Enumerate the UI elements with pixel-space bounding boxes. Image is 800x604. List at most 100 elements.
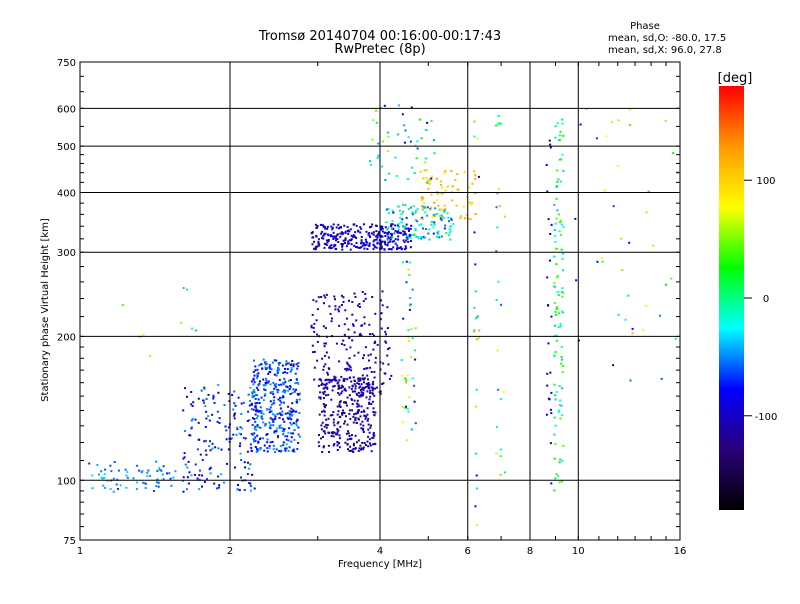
data-point: [674, 337, 677, 340]
data-point: [370, 371, 373, 373]
data-point: [441, 186, 444, 189]
data-point: [280, 445, 282, 448]
data-point: [357, 450, 360, 452]
data-point: [360, 405, 363, 408]
data-point: [352, 442, 355, 445]
data-point: [343, 333, 346, 336]
data-point: [362, 357, 364, 360]
data-point: [391, 209, 394, 212]
data-point: [283, 389, 286, 392]
data-point: [367, 428, 370, 431]
data-point: [446, 212, 449, 215]
data-point: [361, 244, 364, 247]
data-point: [274, 451, 277, 454]
data-point: [337, 429, 340, 432]
data-point: [558, 409, 560, 412]
data-point: [289, 415, 292, 418]
x-axis-label: Frequency [MHz]: [338, 559, 422, 570]
data-point: [110, 470, 113, 473]
data-point: [285, 443, 288, 446]
data-point: [325, 382, 328, 385]
data-point: [318, 396, 321, 399]
data-point: [476, 137, 479, 140]
data-point: [447, 216, 450, 219]
data-point: [347, 430, 350, 433]
data-point: [384, 241, 387, 244]
data-point: [282, 428, 285, 431]
data-point: [547, 218, 550, 221]
data-point: [500, 303, 503, 306]
data-point: [414, 327, 417, 330]
data-point: [555, 308, 558, 310]
data-point: [495, 124, 498, 127]
data-point: [316, 245, 319, 248]
data-point: [182, 479, 184, 482]
data-point: [357, 439, 360, 442]
data-point: [497, 187, 500, 190]
data-point: [265, 379, 268, 382]
data-point: [498, 205, 501, 208]
data-point: [162, 465, 165, 468]
data-point: [561, 287, 564, 290]
data-point: [316, 340, 319, 343]
data-point: [440, 180, 442, 183]
data-point: [388, 347, 391, 350]
stats-x-mode: mean, sd,X: 96.0, 27.8: [608, 45, 722, 56]
data-point: [311, 313, 314, 316]
data-point: [313, 240, 315, 243]
data-point: [386, 131, 389, 134]
data-point: [289, 386, 292, 389]
data-point: [497, 388, 500, 391]
data-point: [371, 232, 373, 235]
data-point: [555, 263, 558, 266]
data-point: [337, 387, 340, 390]
data-point: [325, 394, 327, 397]
data-point: [433, 215, 436, 217]
data-point: [282, 433, 285, 436]
data-point: [257, 448, 260, 451]
data-point: [194, 463, 197, 466]
data-point: [217, 447, 220, 450]
data-point: [553, 229, 556, 231]
data-point: [499, 473, 502, 476]
data-point: [397, 230, 400, 233]
data-point: [353, 383, 356, 386]
data-point: [255, 386, 258, 389]
data-point: [358, 302, 361, 305]
data-point: [190, 391, 193, 393]
data-point: [284, 435, 287, 438]
data-point: [397, 235, 400, 238]
data-point: [321, 382, 324, 385]
data-point: [473, 120, 476, 123]
data-point: [317, 238, 320, 241]
data-point: [268, 363, 271, 366]
data-point: [253, 427, 256, 430]
data-point: [353, 292, 356, 295]
data-point: [183, 456, 186, 459]
data-point: [379, 225, 382, 228]
data-point: [232, 433, 235, 436]
data-point: [291, 360, 294, 362]
data-point: [384, 231, 387, 234]
data-point: [198, 474, 201, 477]
data-point: [411, 213, 414, 216]
data-point: [435, 177, 438, 180]
data-point: [433, 221, 436, 224]
data-point: [254, 397, 257, 400]
data-point: [358, 447, 361, 450]
data-point: [476, 315, 479, 318]
data-point: [560, 233, 563, 236]
data-point: [234, 466, 236, 469]
data-point: [341, 245, 344, 248]
data-point: [375, 224, 377, 227]
data-point: [253, 432, 256, 435]
data-point: [390, 248, 393, 251]
data-point: [365, 382, 368, 385]
data-point: [561, 290, 563, 293]
data-point: [412, 205, 415, 208]
data-point: [274, 384, 277, 387]
data-point: [335, 235, 338, 237]
data-point: [356, 402, 358, 405]
data-point: [320, 379, 323, 382]
data-point: [332, 223, 335, 226]
